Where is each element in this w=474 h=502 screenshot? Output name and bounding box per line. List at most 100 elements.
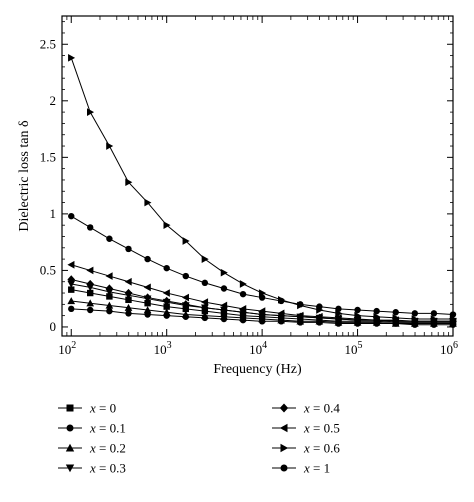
marker-triangle-up (65, 443, 75, 452)
marker-square (68, 286, 75, 293)
marker-circle (220, 285, 228, 292)
marker-circle (316, 303, 323, 310)
marker-circle (335, 305, 342, 313)
legend-label: x = 0 (89, 401, 116, 416)
marker-triangle-right (106, 142, 114, 150)
marker-triangle-right (430, 315, 438, 323)
marker-triangle-left (220, 301, 228, 310)
x-axis-title: Frequency (Hz) (213, 362, 302, 377)
marker-triangle-up (67, 297, 76, 305)
marker-circle (163, 264, 170, 272)
marker-square (87, 289, 94, 297)
marker-circle (201, 279, 209, 287)
marker-triangle-up (220, 312, 228, 320)
legend-item: x = 1 (272, 461, 330, 476)
marker-triangle-left (296, 311, 304, 320)
marker-circle (258, 294, 266, 301)
marker-circle (297, 301, 304, 308)
x-tick-label: 104 (249, 340, 267, 357)
marker-triangle-up (162, 308, 171, 316)
marker-triangle-right (392, 314, 400, 322)
legend-label: x = 0.5 (303, 421, 340, 436)
legend-label: x = 0.3 (89, 461, 126, 476)
marker-triangle-up (277, 316, 286, 324)
marker-triangle-left (143, 283, 151, 292)
marker-triangle-left (334, 314, 342, 322)
marker-triangle-left (239, 305, 247, 313)
marker-circle (68, 305, 75, 313)
marker-diamond (86, 279, 95, 289)
marker-circle (280, 464, 288, 472)
marker-triangle-left (315, 312, 323, 321)
marker-square (125, 296, 132, 304)
axes: 0 0.5 1 1.5 2 2.5 102 103 104 105 106 (40, 15, 458, 357)
marker-diamond (67, 275, 76, 284)
marker-triangle-right (411, 315, 419, 323)
marker-diamond (181, 300, 190, 309)
marker-triangle-up (258, 315, 266, 323)
marker-triangle-down (67, 280, 76, 288)
marker-circle (66, 424, 74, 432)
legend-label: x = 0.6 (303, 441, 340, 456)
y-tick-label: 2.5 (40, 36, 56, 51)
marker-triangle-left (353, 315, 361, 323)
marker-triangle-right (280, 443, 289, 453)
marker-triangle-up (181, 310, 190, 318)
marker-square (163, 303, 170, 310)
marker-triangle-up (296, 317, 305, 325)
marker-triangle-up (201, 311, 209, 319)
marker-diamond (279, 403, 289, 413)
marker-triangle-up (124, 303, 133, 311)
legend-item: x = 0.2 (58, 441, 126, 456)
marker-triangle-left (277, 309, 285, 318)
y-tick-label: 2 (50, 93, 57, 108)
marker-square (106, 293, 113, 300)
marker-circle (144, 255, 151, 263)
marker-triangle-left (372, 316, 380, 325)
marker-diamond (201, 303, 209, 312)
marker-triangle-right (220, 268, 228, 277)
marker-triangle-up (143, 306, 152, 314)
marker-circle (354, 306, 361, 314)
marker-circle (106, 235, 113, 242)
legend: x = 0 x = 0.1 x = 0.2 x = 0.3 x = 0.4 x = 0.5… (58, 401, 340, 476)
marker-triangle-left (258, 307, 266, 315)
marker-triangle-right (144, 198, 152, 207)
marker-diamond (143, 293, 152, 302)
x-tick-label: 105 (345, 340, 363, 357)
x-tick-label: 103 (154, 340, 172, 357)
y-tick-label: 1.5 (40, 149, 56, 164)
marker-triangle-right (373, 312, 381, 321)
y-tick-label: 0.5 (40, 262, 56, 277)
marker-triangle-left (181, 293, 189, 302)
marker-triangle-right (354, 311, 362, 320)
marker-square (144, 300, 151, 307)
marker-triangle-up (86, 299, 95, 307)
legend-item: x = 0.3 (58, 461, 126, 476)
plot-series (67, 53, 457, 328)
marker-triangle-right (87, 108, 95, 116)
marker-triangle-left (67, 260, 75, 269)
marker-triangle-right (182, 237, 190, 245)
marker-circle (278, 297, 285, 305)
plot-frame (61, 15, 454, 337)
marker-circle (68, 212, 75, 220)
series-x-0-2 (67, 297, 457, 327)
legend-label: x = 0.1 (89, 421, 126, 436)
legend-label: x = 0.4 (303, 401, 340, 416)
marker-circle (411, 310, 419, 317)
marker-triangle-up (105, 301, 114, 309)
x-tick-label: 102 (58, 340, 76, 357)
x-tick-label: 106 (440, 340, 458, 357)
legend-item: x = 0.1 (58, 421, 126, 436)
marker-triangle-right (163, 221, 171, 230)
marker-square (66, 404, 74, 412)
y-tick-label: 0 (50, 319, 57, 334)
marker-triangle-right (68, 53, 76, 62)
marker-circle (125, 245, 132, 253)
marker-triangle-left (201, 298, 209, 306)
marker-triangle-left (162, 289, 170, 297)
marker-circle (392, 309, 399, 316)
marker-triangle-up (239, 314, 247, 322)
